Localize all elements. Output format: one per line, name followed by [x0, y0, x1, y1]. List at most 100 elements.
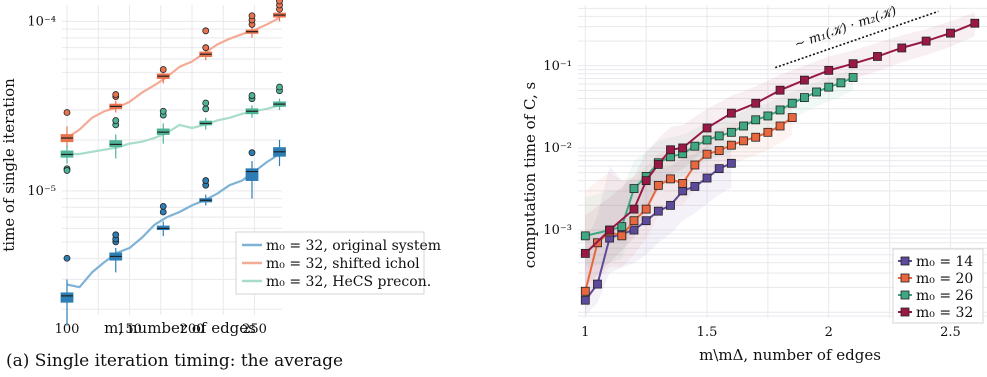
- series-line: [67, 104, 280, 156]
- legend-label: m₀ = 32, original system: [266, 238, 441, 254]
- data-point: [751, 98, 761, 108]
- legend-swatch-marker: [900, 273, 910, 283]
- outlier-point: [202, 177, 210, 184]
- data-point: [702, 173, 712, 183]
- box-iqr: [60, 292, 74, 303]
- data-point: [617, 231, 627, 241]
- data-point: [580, 248, 590, 258]
- data-point: [787, 113, 797, 123]
- outlier-point: [202, 27, 210, 35]
- outlier-point: [112, 117, 120, 124]
- outlier-point: [202, 105, 210, 113]
- legend-label: m₀ = 14: [916, 254, 973, 270]
- legend-label: m₀ = 32, HeCS precon.: [266, 274, 431, 290]
- legend-swatch-marker: [900, 307, 910, 317]
- y-tick-label: 10⁻⁴: [27, 14, 56, 29]
- series-2: [60, 83, 286, 174]
- box-plot: [245, 12, 259, 38]
- y-axis-label: computation time of C, s: [521, 82, 539, 268]
- data-point: [690, 160, 700, 170]
- data-point: [800, 93, 809, 103]
- data-point: [580, 231, 590, 241]
- data-point: [775, 121, 785, 131]
- x-tick-label: 1.5: [697, 325, 718, 340]
- figure-caption: (a) Single iteration timing: the average: [6, 351, 343, 371]
- x-tick-label: 200: [180, 322, 205, 337]
- box-iqr: [109, 140, 123, 148]
- outlier-point: [159, 208, 167, 216]
- data-point: [739, 121, 748, 131]
- data-point: [629, 216, 639, 226]
- data-point: [617, 222, 627, 232]
- outlier-point: [248, 149, 256, 157]
- legend-label: m₀ = 32: [916, 305, 973, 321]
- data-point: [714, 146, 724, 155]
- box-plot: [245, 149, 259, 199]
- y-tick-label: 10⁻²: [543, 141, 572, 156]
- data-point: [751, 132, 761, 142]
- data-point: [678, 179, 688, 188]
- data-point: [873, 52, 882, 61]
- box-plot: [156, 66, 170, 84]
- outlier-point: [248, 12, 256, 20]
- data-point: [970, 18, 980, 28]
- data-point: [946, 28, 955, 38]
- data-point: [848, 73, 858, 82]
- data-point: [678, 186, 688, 196]
- data-point: [812, 87, 821, 97]
- outlier-point: [63, 167, 71, 174]
- data-point: [678, 143, 688, 153]
- data-point: [629, 184, 639, 193]
- data-point: [702, 135, 712, 145]
- data-point: [641, 216, 651, 226]
- series-1: [60, 0, 286, 148]
- legend-label: m₀ = 26: [916, 288, 973, 304]
- x-axis-label: m, number of edges: [104, 319, 256, 337]
- x-tick-label: 250: [242, 322, 267, 337]
- data-point: [726, 158, 736, 168]
- box-plot: [273, 0, 286, 22]
- data-point: [593, 279, 602, 289]
- series-3: [580, 18, 980, 258]
- series-band-1: [585, 102, 793, 313]
- series-band-2: [585, 68, 854, 268]
- outlier-point: [112, 231, 120, 239]
- box-plot: [273, 139, 286, 167]
- data-point: [763, 111, 773, 121]
- data-point: [580, 286, 590, 296]
- data-point: [605, 225, 615, 235]
- outlier-point: [276, 83, 283, 91]
- y-tick-label: 10⁻³: [543, 223, 572, 238]
- data-point: [787, 98, 797, 108]
- box-plot: [273, 83, 286, 111]
- data-point: [751, 115, 761, 125]
- legend-frame: [235, 231, 425, 295]
- data-point: [775, 105, 785, 115]
- x-tick-label: 100: [55, 322, 80, 337]
- series-line: [585, 76, 854, 237]
- left-chart-iteration-timing: 100 150 200 250 10⁻⁵ 10⁻⁴ m, number of edges ti…: [0, 0, 441, 337]
- reference-slope-line: [774, 10, 939, 69]
- box-plot: [199, 27, 213, 61]
- series-0: [580, 158, 736, 305]
- outlier-point: [159, 66, 167, 73]
- data-point: [775, 85, 785, 95]
- x-tick-label: 150: [117, 322, 142, 337]
- data-point: [641, 176, 651, 186]
- outlier-point: [202, 44, 210, 52]
- data-point: [921, 36, 931, 46]
- legend-swatch-marker: [900, 290, 910, 300]
- box-plot: [109, 117, 123, 159]
- data-point: [653, 180, 663, 190]
- data-point: [653, 160, 663, 169]
- y-axis-label: time of single iteration: [0, 78, 18, 252]
- x-axis-label: m\mΔ, number of edges: [699, 346, 881, 364]
- series-line: [66, 153, 281, 289]
- data-point: [629, 225, 639, 235]
- outlier-point: [63, 109, 71, 116]
- data-point: [714, 164, 724, 174]
- box-plot: [156, 202, 170, 237]
- legend: m₀ = 32, original system m₀ = 32, shifted…: [235, 231, 441, 295]
